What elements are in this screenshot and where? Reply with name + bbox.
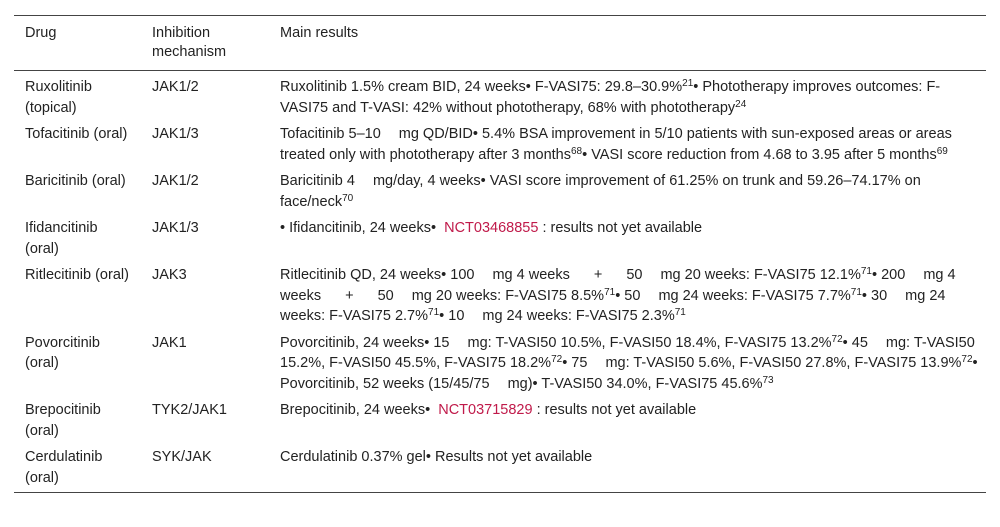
table-row: Brepocitinib (oral) TYK2/JAK1 Brepocitin… [14,397,986,444]
results-cell: Tofacitinib 5–10 mg QD/BID• 5.4% BSA impr… [269,121,986,168]
result-text: : results not yet available [536,402,697,418]
results-cell: Ruxolitinib 1.5% cream BID, 24 weeks• F-… [269,71,986,122]
table-row: Povorcitinib (oral) JAK1 Povorcitinib, 2… [14,330,986,398]
citation-ref: 71 [860,266,872,277]
citation-ref: 73 [762,374,774,386]
result-text: mg 20 weeks: F-VASI75 12.1% [660,267,861,283]
result-text: : results not yet available [542,220,703,236]
result-text: Ritlecitinib QD, 24 weeks• 100 [280,267,475,283]
result-text: Cerdulatinib 0.37% gel• Results not yet … [280,449,593,465]
result-text: • 75 [562,355,588,371]
result-text: mg QD/BID• 5.4% BSA improvement in 5/10 … [280,126,952,163]
drug-cell: Brepocitinib (oral) [25,402,101,439]
result-text: • Phototherapy improves outcomes: F-VASI… [280,79,941,116]
result-text: • Povorcitinib, 52 weeks (15/45/75 [280,355,978,392]
result-text: Baricitinib 4 [280,173,355,189]
mechanism-cell: JAK1/2 [152,173,199,189]
result-text: • Ifidancitinib, 24 weeks• [280,220,437,236]
result-text: + [593,267,603,283]
mechanism-cell: JAK1 [152,334,187,351]
result-text: • 30 [861,287,888,304]
result-text: Tofacitinib 5–10 [280,126,381,142]
drug-cell: Ifidancitinib (oral) [25,220,98,257]
citation-ref: 71 [604,286,616,298]
result-text: • 10 [439,308,465,324]
results-cell: • Ifidancitinib, 24 weeks• NCT03468855 :… [269,215,986,262]
table-row: Cerdulatinib (oral) SYK/JAK Cerdulatinib… [14,444,986,493]
trial-link-nct03468855[interactable]: NCT03468855 [444,220,539,236]
results-cell: Povorcitinib, 24 weeks• 15 mg: T-VASI50 1… [269,330,986,398]
result-text: mg 20 weeks: F-VASI75 8.5% [411,287,605,304]
citation-ref: 68 [570,145,583,157]
table-body: Ruxolitinib (topical) JAK1/2 Ruxolitinib… [14,71,986,493]
result-text: 50 [626,267,643,283]
result-text: mg 24 weeks: F-VASI75 2.3% [482,308,675,324]
result-text: • 50 [615,287,641,304]
mechanism-cell: JAK1/3 [152,126,199,142]
result-text: mg 24 weeks: F-VASI75 2.7% [280,287,946,325]
citation-ref: 72 [961,354,973,365]
jak-inhibitors-table: Drug Inhibition mechanism Main results R… [14,15,986,493]
result-text: mg: T-VASI50 15.2%, F-VASI50 45.5%, F-VA… [280,334,975,372]
header-drug: Drug [25,25,57,41]
mechanism-cell: JAK1/3 [152,220,199,236]
result-text: mg: T-VASI50 5.6%, F-VASI50 27.8%, F-VAS… [605,355,962,371]
citation-ref: 24 [735,98,747,110]
citation-ref: 71 [428,307,440,318]
results-cell: Ritlecitinib QD, 24 weeks• 100 mg 4 weeks… [269,262,986,330]
mechanism-cell: TYK2/JAK1 [152,402,227,418]
header-mechanism: Inhibition mechanism [152,25,227,60]
citation-ref: 70 [342,192,354,204]
drug-cell: Ruxolitinib (topical) [25,79,92,116]
result-text: mg 4 weeks [280,267,956,304]
citation-ref: 71 [674,307,686,318]
citation-ref: 69 [936,145,948,157]
result-text: Povorcitinib, 24 weeks• 15 [280,334,450,351]
drug-cell: Baricitinib (oral) [25,173,126,189]
table-row: Ifidancitinib (oral) JAK1/3 • Ifidanciti… [14,215,986,262]
results-cell: Brepocitinib, 24 weeks• NCT03715829 : re… [269,397,986,444]
drug-cell: Cerdulatinib (oral) [25,449,103,486]
result-text: + [345,287,354,304]
result-text: mg/day, 4 weeks• VASI score improvement … [280,173,921,210]
drug-cell: Povorcitinib (oral) [25,334,100,372]
table-row: Ruxolitinib (topical) JAK1/2 Ruxolitinib… [14,71,986,122]
table-header: Drug Inhibition mechanism Main results [14,15,986,71]
table-row: Tofacitinib (oral) JAK1/3 Tofacitinib 5–… [14,121,986,168]
result-text: • 200 [872,267,906,283]
mechanism-cell: SYK/JAK [152,449,212,465]
header-row: Drug Inhibition mechanism Main results [14,15,986,71]
result-text: mg 4 weeks [492,267,570,283]
result-text: Ruxolitinib 1.5% cream BID, 24 weeks• F-… [280,79,683,95]
citation-ref: 71 [850,286,862,298]
drug-cell: Ritlecitinib (oral) [25,267,129,283]
result-text: mg 24 weeks: F-VASI75 7.7% [658,287,851,304]
citation-ref: 72 [551,354,563,365]
mechanism-cell: JAK3 [152,267,187,283]
trial-link-nct03715829[interactable]: NCT03715829 [438,402,533,418]
header-results: Main results [280,25,359,41]
citation-ref: 21 [682,78,694,89]
result-text: 50 [377,287,394,304]
results-cell: Baricitinib 4 mg/day, 4 weeks• VASI score… [269,168,986,215]
result-text: mg)• T-VASI50 34.0%, F-VASI75 45.6% [507,375,763,392]
citation-ref: 72 [831,333,843,345]
drug-cell: Tofacitinib (oral) [25,126,128,142]
result-text: • 45 [842,334,868,351]
result-text: mg: T-VASI50 10.5%, F-VASI50 18.4%, F-VA… [467,334,832,351]
mechanism-cell: JAK1/2 [152,79,199,95]
result-text: Brepocitinib, 24 weeks• [280,402,431,418]
results-cell: Cerdulatinib 0.37% gel• Results not yet … [269,444,986,493]
result-text: • VASI score reduction from 4.68 to 3.95… [582,146,937,163]
table-row: Ritlecitinib (oral) JAK3 Ritlecitinib QD… [14,262,986,330]
